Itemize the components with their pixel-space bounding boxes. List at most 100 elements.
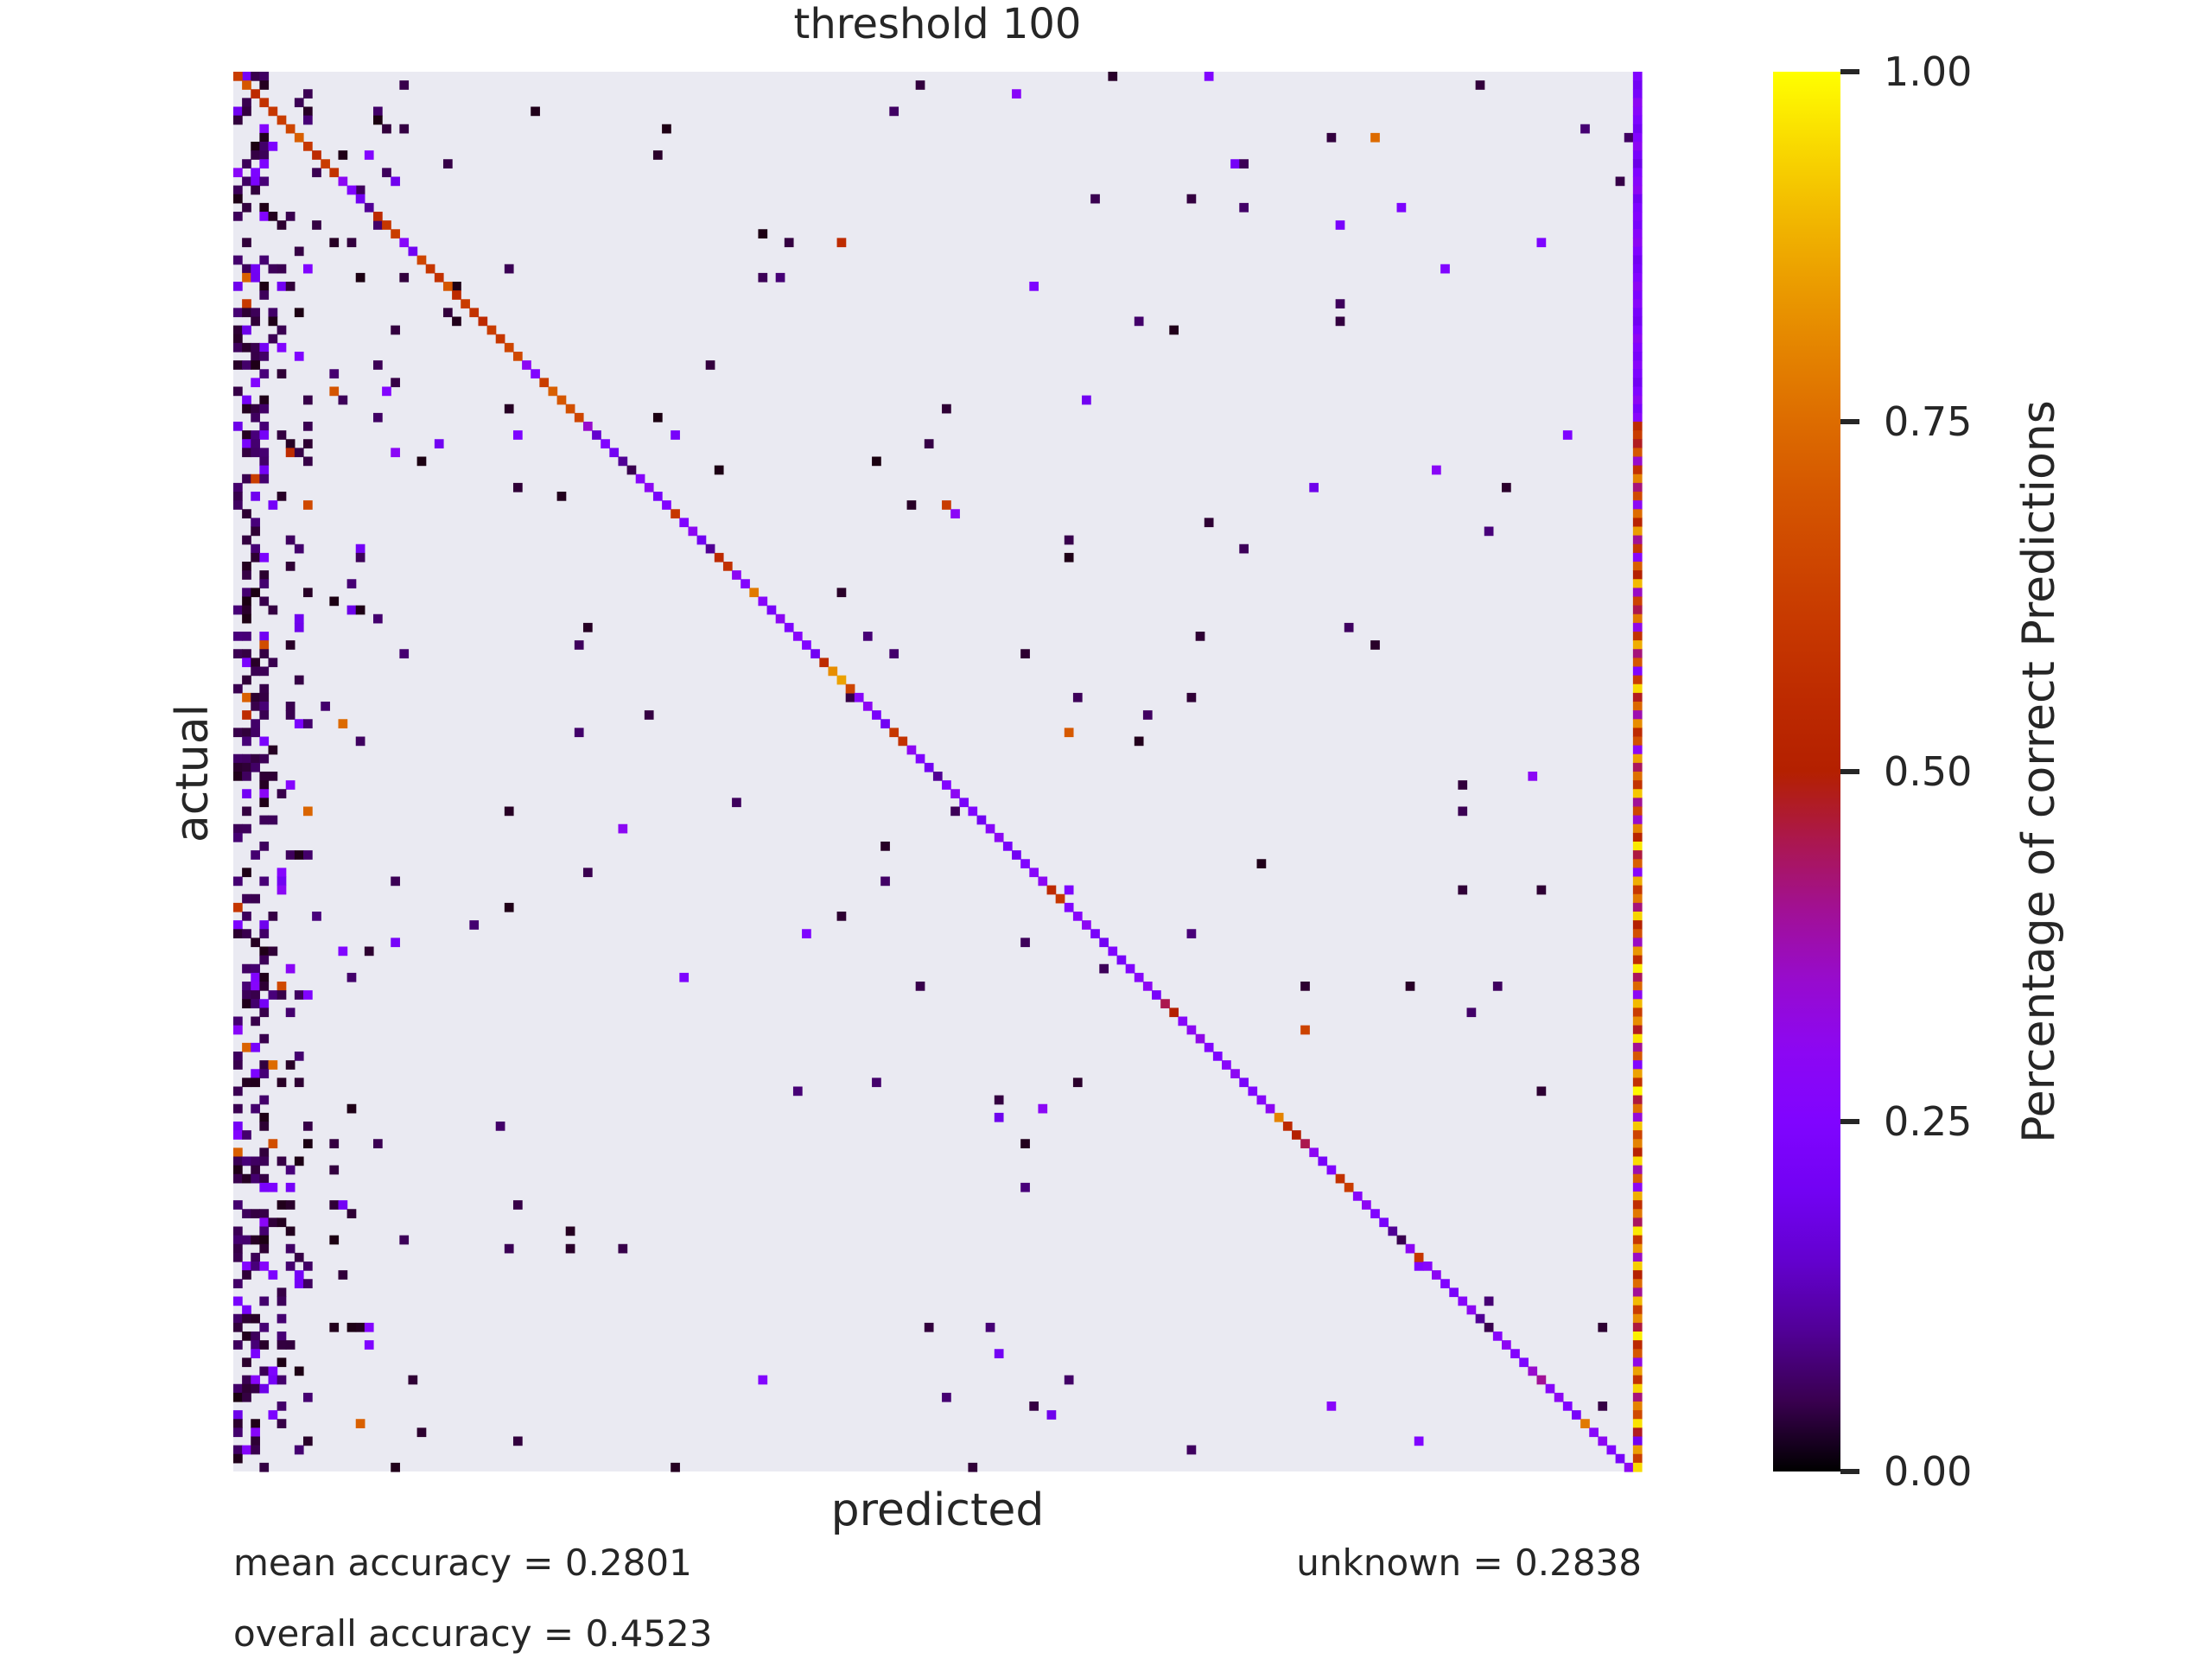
diagonal-cell	[714, 552, 724, 563]
unknown-column-cell	[1632, 1340, 1643, 1350]
heatmap-cell	[294, 98, 304, 108]
heatmap-cell	[845, 692, 855, 702]
diagonal-cell	[872, 710, 881, 720]
diagonal-cell	[268, 106, 278, 117]
heatmap-cell	[1134, 316, 1144, 327]
unknown-column-cell	[1632, 1296, 1643, 1306]
heatmap-cell	[338, 719, 348, 728]
diagonal-cell	[242, 80, 251, 90]
heatmap-cell	[242, 753, 251, 764]
heatmap-cell	[382, 168, 391, 178]
unknown-column-cell	[1632, 132, 1643, 143]
unknown-column-cell	[1632, 518, 1643, 528]
heatmap-cell	[775, 272, 785, 283]
unknown-column-cell	[1632, 448, 1643, 458]
heatmap-cell	[391, 876, 400, 887]
heatmap-cell	[251, 972, 260, 982]
diagonal-cell	[478, 316, 488, 327]
diagonal-cell	[1099, 938, 1109, 948]
diagonal-cell	[1125, 963, 1135, 974]
heatmap-cell	[259, 1147, 270, 1158]
heatmap-cell	[251, 728, 260, 738]
heatmap-cell	[242, 98, 251, 108]
heatmap-cell	[469, 920, 480, 930]
heatmap-cell	[259, 1173, 270, 1184]
heatmap-cell	[251, 990, 260, 1000]
heatmap-cell	[329, 386, 340, 397]
unknown-column-cell	[1632, 1147, 1643, 1158]
heatmap-cell	[242, 439, 251, 448]
unknown-column-cell	[1632, 640, 1643, 650]
diagonal-cell	[469, 308, 480, 318]
heatmap-cell	[329, 1139, 340, 1148]
heatmap-cell	[285, 1243, 296, 1254]
heatmap-cell	[233, 1243, 243, 1254]
heatmap-cell	[1475, 80, 1485, 90]
heatmap-cell	[294, 850, 304, 860]
diagonal-cell	[1002, 842, 1013, 851]
heatmap-cell	[1536, 238, 1547, 248]
heatmap-cell	[321, 702, 330, 711]
diagonal-cell	[741, 579, 750, 588]
heatmap-cell	[233, 386, 243, 397]
heatmap-cell	[251, 702, 260, 711]
heatmap-cell	[251, 342, 260, 353]
heatmap-cell	[251, 1165, 260, 1175]
diagonal-cell	[1265, 1103, 1275, 1114]
diagonal-cell	[1344, 1182, 1354, 1192]
diagonal-cell	[1362, 1200, 1371, 1210]
diagonal-cell	[1292, 1130, 1301, 1140]
diagonal-cell	[688, 526, 698, 537]
heatmap-cell	[285, 963, 296, 974]
heatmap-cell	[1598, 1322, 1608, 1332]
heatmap-cell	[512, 1200, 523, 1210]
unknown-column-cell	[1632, 185, 1643, 195]
diagonal-cell	[732, 570, 741, 580]
heatmap-cell	[268, 1270, 278, 1280]
unknown-column-cell	[1632, 1103, 1643, 1114]
heatmap-cell	[268, 1182, 278, 1192]
unknown-column-cell	[1632, 115, 1643, 125]
heatmap-cell	[251, 588, 260, 598]
heatmap-cell	[251, 72, 260, 81]
diagonal-cell	[338, 176, 348, 187]
heatmap-cell	[372, 360, 383, 370]
heatmap-cell	[1239, 543, 1249, 554]
unknown-column-cell	[1632, 72, 1643, 81]
diagonal-cell	[959, 798, 969, 808]
heatmap-cell	[251, 552, 260, 563]
diagonal-cell	[1405, 1243, 1415, 1254]
heatmap-cell	[251, 352, 260, 361]
heatmap-cell	[259, 142, 270, 151]
diagonal-cell	[504, 342, 514, 353]
diagonal-cell	[512, 352, 523, 361]
diagonal-cell	[312, 150, 321, 160]
unknown-column-cell	[1632, 360, 1643, 370]
unknown-column-cell	[1632, 823, 1643, 834]
heatmap-cell	[364, 1322, 374, 1332]
diagonal-cell	[574, 412, 584, 423]
diagonal-cell	[565, 404, 575, 414]
heatmap-cell	[355, 552, 365, 563]
heatmap-cell	[1064, 535, 1074, 545]
diagonal-cell	[425, 264, 435, 274]
unknown-column-cell	[1632, 745, 1643, 755]
heatmap-cell	[233, 1313, 243, 1324]
diagonal-cell	[399, 238, 410, 248]
diagonal-cell	[792, 632, 803, 641]
heatmap-cell	[259, 202, 270, 213]
unknown-column-cell	[1632, 929, 1643, 938]
heatmap-cell	[259, 920, 270, 930]
heatmap-cell	[242, 692, 251, 702]
unknown-column-cell	[1632, 168, 1643, 178]
unknown-column-cell	[1632, 1192, 1643, 1201]
heatmap-cell	[836, 238, 847, 248]
unknown-column-cell	[1632, 342, 1643, 353]
diagonal-cell	[1580, 1419, 1590, 1428]
heatmap-cell	[233, 876, 243, 887]
heatmap-cell	[242, 342, 251, 353]
heatmap-cell	[259, 1226, 270, 1236]
heatmap-cell	[329, 596, 340, 607]
heatmap-cell	[285, 1340, 296, 1350]
unknown-column-cell	[1632, 1209, 1643, 1218]
